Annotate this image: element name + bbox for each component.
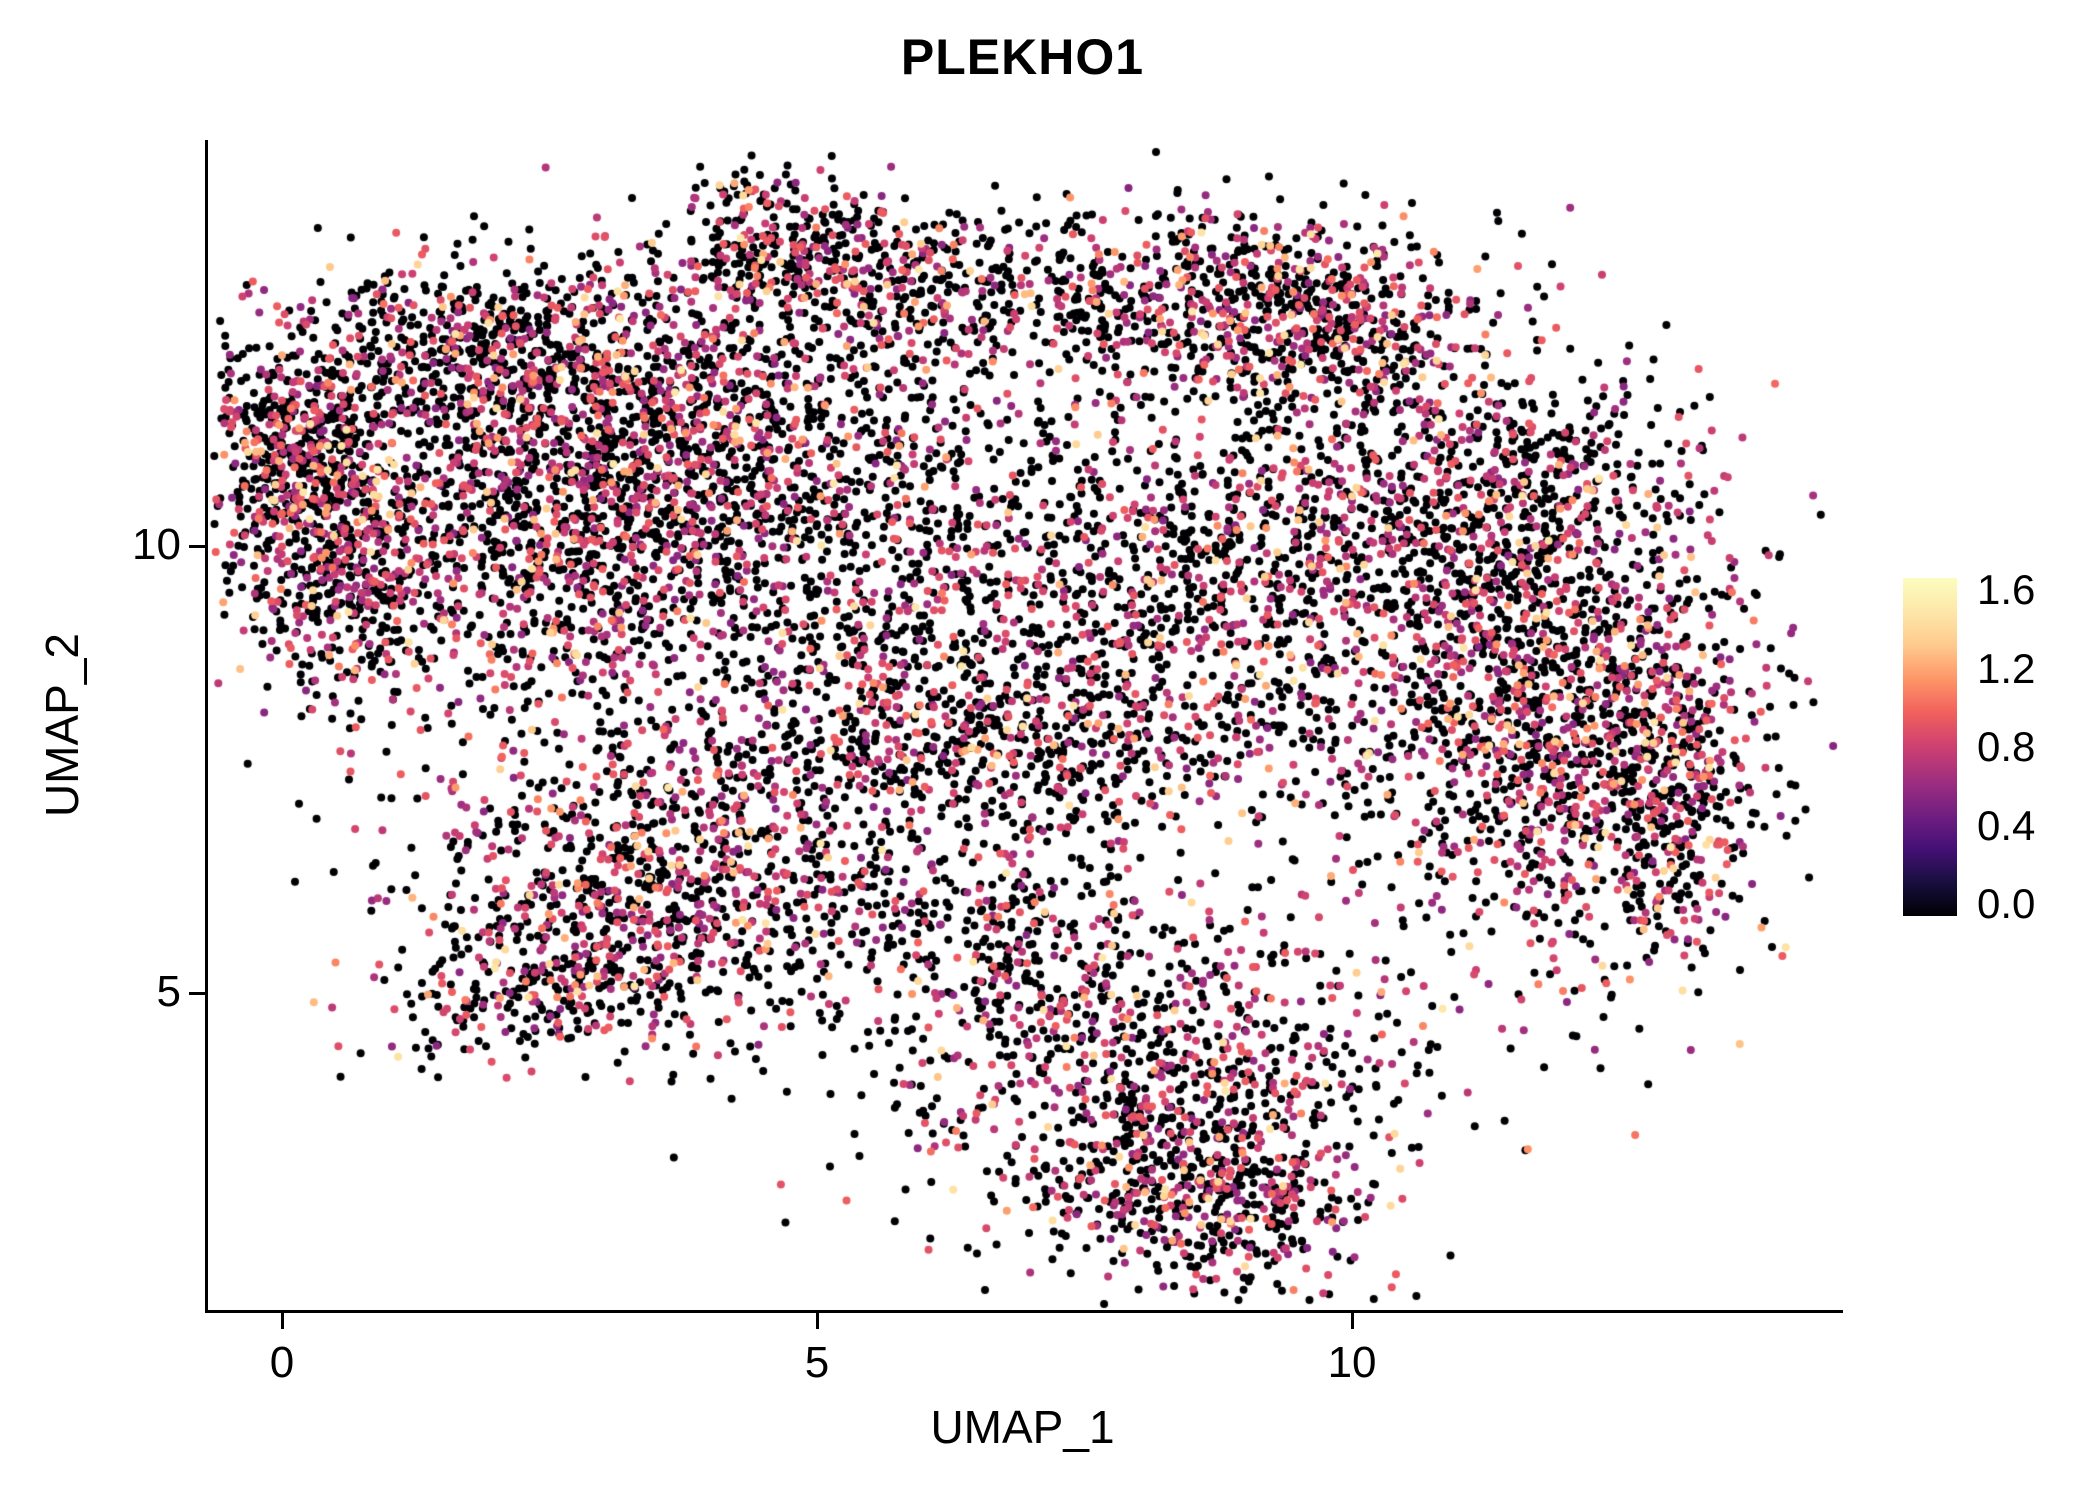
x-axis-tick-label: 10 bbox=[1327, 1338, 1377, 1387]
y-axis-tick-label: 10 bbox=[132, 520, 181, 570]
plot-area bbox=[205, 140, 1843, 1313]
x-axis-label: UMAP_1 bbox=[930, 1401, 1115, 1453]
umap-scatter-canvas bbox=[208, 140, 1843, 1310]
colorbar-tick-label: 0.0 bbox=[1977, 880, 2036, 927]
x-axis-tick-mark bbox=[280, 1313, 284, 1329]
y-axis-tick-mark bbox=[189, 991, 205, 995]
y-axis-tick-label: 5 bbox=[156, 967, 181, 1017]
x-axis-tick-label: 0 bbox=[269, 1338, 295, 1387]
colorbar-gradient bbox=[1903, 578, 1957, 916]
colorbar-tick-label: 0.4 bbox=[1977, 801, 2036, 849]
x-axis-tick-label: 5 bbox=[804, 1338, 830, 1387]
colorbar-tick-label: 0.8 bbox=[1977, 723, 2036, 770]
y-axis-tick-mark bbox=[189, 544, 205, 548]
x-axis-tick-mark bbox=[1350, 1313, 1354, 1329]
chart-title: PLEKHO1 bbox=[900, 29, 1145, 85]
colorbar-tick-label: 1.2 bbox=[1977, 644, 2036, 692]
x-axis-tick-mark bbox=[815, 1313, 819, 1329]
colorbar-tick-label: 1.6 bbox=[1977, 566, 2036, 613]
y-axis-label: UMAP_2 bbox=[36, 632, 88, 818]
